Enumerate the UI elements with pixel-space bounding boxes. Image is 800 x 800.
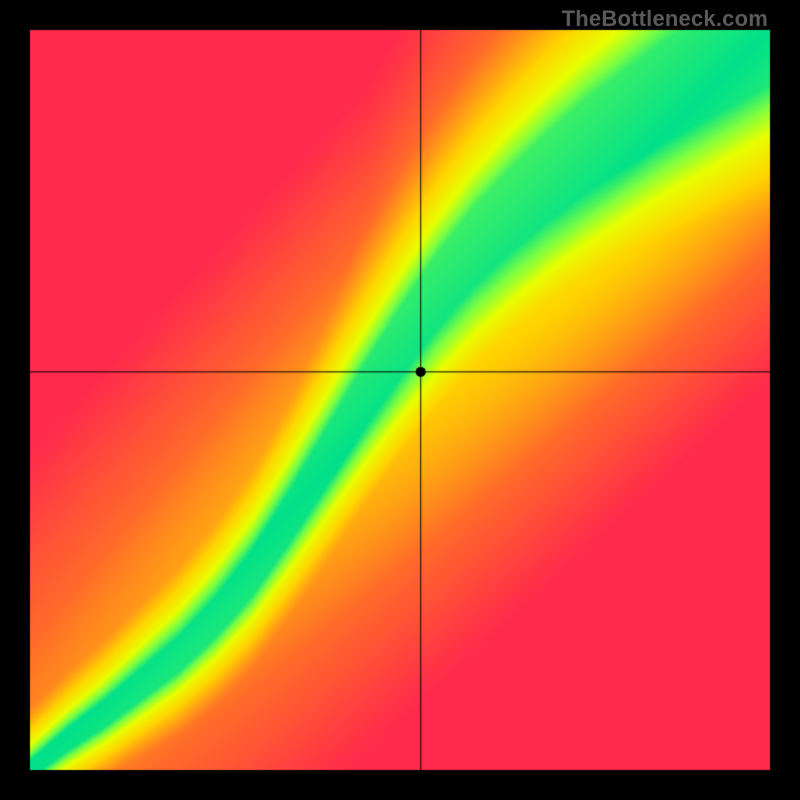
watermark-text: TheBottleneck.com bbox=[562, 6, 768, 32]
chart-container: TheBottleneck.com bbox=[0, 0, 800, 800]
bottleneck-heatmap bbox=[0, 0, 800, 800]
